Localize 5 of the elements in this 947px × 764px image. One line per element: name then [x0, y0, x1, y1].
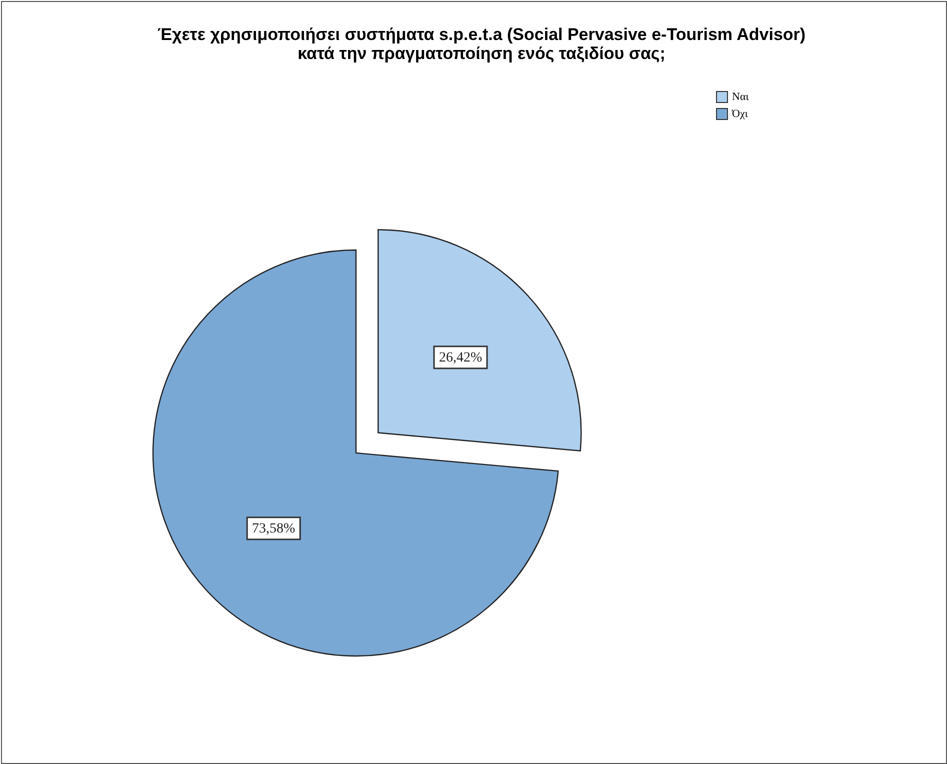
- data-label: 73,58%: [252, 521, 296, 536]
- legend-label: Ναι: [732, 91, 749, 103]
- legend-label: Όχι: [731, 108, 748, 120]
- chart-title: Έχετε χρησιμοποιήσει συστήματα s.p.e.t.a (Social Pervasive e-Tourism Advisor) κατά την πραγματοποίηση ενός ταξιδίου σας;: [157, 25, 806, 63]
- data-label: 26,42%: [438, 350, 482, 366]
